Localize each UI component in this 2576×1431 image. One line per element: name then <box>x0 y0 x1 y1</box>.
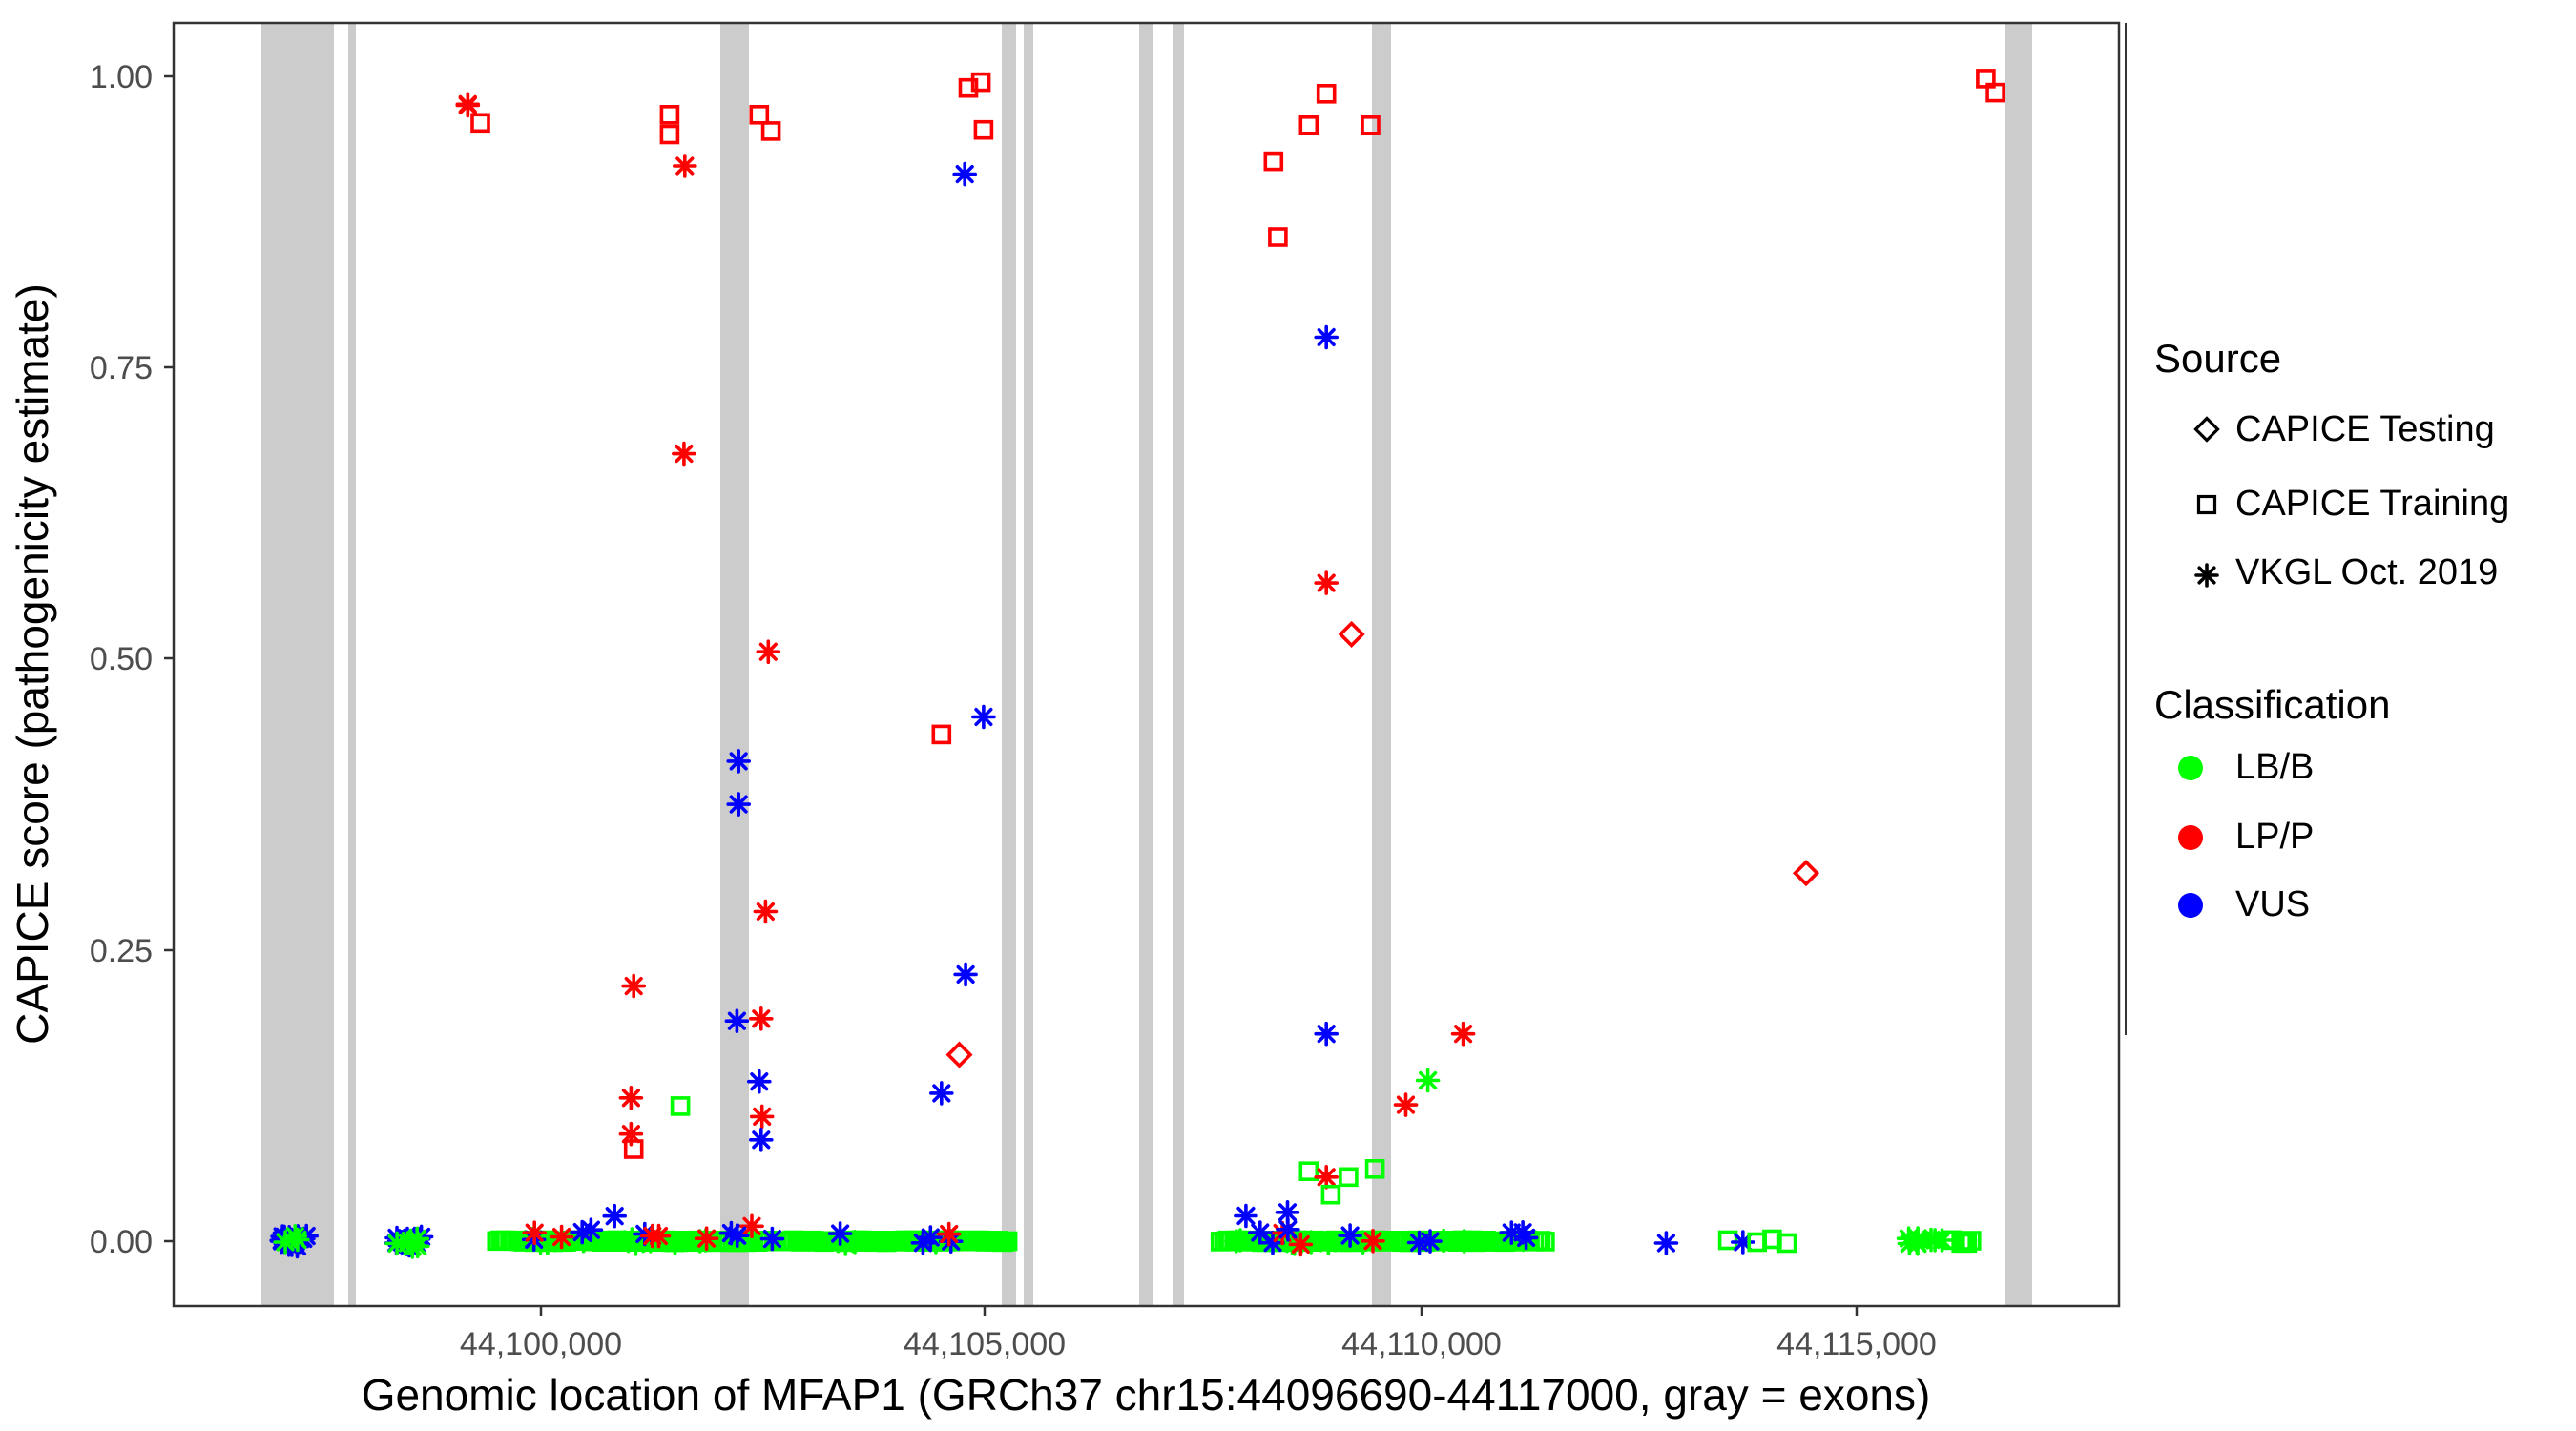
svg-text:Classification: Classification <box>2154 682 2390 727</box>
svg-text:CAPICE score (pathogenicity es: CAPICE score (pathogenicity estimate) <box>8 283 57 1045</box>
svg-text:Source: Source <box>2154 336 2281 381</box>
svg-text:1.00: 1.00 <box>90 59 153 95</box>
svg-text:0.50: 0.50 <box>90 641 153 677</box>
svg-text:CAPICE Testing: CAPICE Testing <box>2235 409 2495 449</box>
svg-text:VKGL Oct. 2019: VKGL Oct. 2019 <box>2235 552 2498 592</box>
svg-text:44,105,000: 44,105,000 <box>904 1326 1066 1362</box>
svg-text:VUS: VUS <box>2235 884 2310 924</box>
svg-text:Genomic location of MFAP1 (GRC: Genomic location of MFAP1 (GRCh37 chr15:… <box>362 1370 1931 1420</box>
svg-text:LB/B: LB/B <box>2235 747 2314 787</box>
svg-text:44,100,000: 44,100,000 <box>460 1326 622 1362</box>
svg-text:44,110,000: 44,110,000 <box>1341 1326 1502 1362</box>
svg-text:0.25: 0.25 <box>90 933 153 969</box>
svg-text:0.75: 0.75 <box>90 350 153 386</box>
svg-text:LP/P: LP/P <box>2235 817 2314 857</box>
svg-text:CAPICE Training: CAPICE Training <box>2235 484 2509 524</box>
svg-text:0.00: 0.00 <box>90 1224 153 1260</box>
svg-text:44,115,000: 44,115,000 <box>1776 1326 1937 1362</box>
